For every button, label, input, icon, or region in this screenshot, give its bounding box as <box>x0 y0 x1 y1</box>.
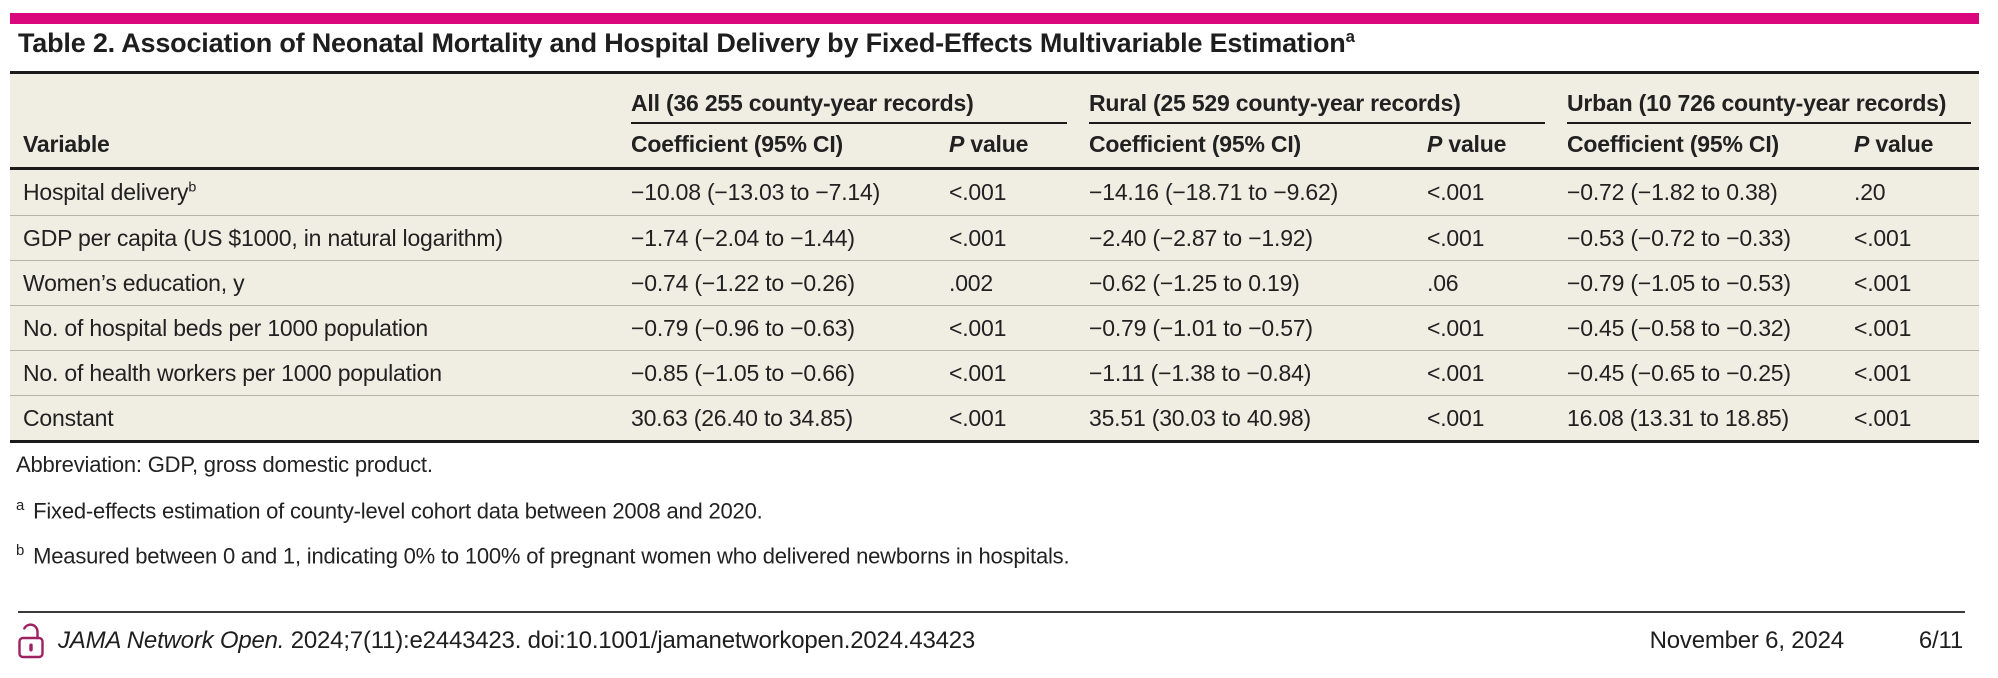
cell-urban-coef: −0.45 (−0.58 to −0.32) <box>1567 314 1791 341</box>
journal-citation: JAMA Network Open. 2024;7(11):e2443423. … <box>58 627 975 655</box>
cell-urban-coef: −0.53 (−0.72 to −0.33) <box>1567 224 1791 251</box>
row-variable: Women’s education, y <box>23 269 245 296</box>
journal-name: JAMA Network Open. <box>58 627 285 654</box>
column-header-variable: Variable <box>23 131 110 157</box>
table-row: No. of health workers per 1000 populatio… <box>10 350 1979 395</box>
column-header-urban-coef: Coefficient (95% CI) <box>1567 131 1779 157</box>
accent-bar <box>10 13 1979 24</box>
cell-all-p: <.001 <box>949 359 1007 386</box>
row-variable: Hospital deliveryb <box>23 179 197 205</box>
group-header-row: All (36 255 county-year records) Rural (… <box>10 74 1979 124</box>
table-title: Table 2. Association of Neonatal Mortali… <box>18 27 1355 58</box>
cell-urban-p: <.001 <box>1854 269 1912 296</box>
cell-urban-p: <.001 <box>1854 359 1912 386</box>
cell-rural-p: .06 <box>1427 269 1459 296</box>
cell-rural-coef: −0.62 (−1.25 to 0.19) <box>1089 269 1300 296</box>
table-row: Hospital deliveryb −10.08 (−13.03 to −7.… <box>10 170 1979 215</box>
cell-all-coef: −0.85 (−1.05 to −0.66) <box>631 359 855 386</box>
page-footer: JAMA Network Open. 2024;7(11):e2443423. … <box>16 620 1965 662</box>
cell-rural-coef: −2.40 (−2.87 to −1.92) <box>1089 224 1313 251</box>
page-number: 6/11 <box>1918 627 1963 654</box>
column-header-rural-coef: Coefficient (95% CI) <box>1089 131 1301 157</box>
cell-urban-p: <.001 <box>1854 314 1912 341</box>
cell-rural-p: <.001 <box>1427 179 1485 205</box>
cell-all-p: <.001 <box>949 314 1007 341</box>
cell-all-coef: −0.74 (−1.22 to −0.26) <box>631 269 855 296</box>
open-access-lock-icon <box>16 621 46 661</box>
cell-urban-p: <.001 <box>1854 404 1912 431</box>
column-header-rural-p: P value <box>1427 131 1507 157</box>
row-variable: No. of health workers per 1000 populatio… <box>23 359 442 386</box>
footnote-a-marker: a <box>16 497 25 514</box>
cell-all-coef: −10.08 (−13.03 to −7.14) <box>631 179 881 205</box>
cell-urban-coef: −0.72 (−1.82 to 0.38) <box>1567 179 1778 205</box>
cell-urban-coef: −0.45 (−0.65 to −0.25) <box>1567 359 1791 386</box>
group-header-urban: Urban (10 726 county-year records) <box>1567 90 1979 124</box>
footer-divider <box>18 611 1965 613</box>
results-table: All (36 255 county-year records) Rural (… <box>10 71 1979 443</box>
row-footnote-marker: b <box>188 179 197 196</box>
cell-urban-p: .20 <box>1854 179 1886 205</box>
cell-rural-coef: 35.51 (30.03 to 40.98) <box>1089 404 1311 431</box>
cell-urban-coef: 16.08 (13.31 to 18.85) <box>1567 404 1789 431</box>
group-header-rural: Rural (25 529 county-year records) <box>1089 90 1567 124</box>
table-row: Women’s education, y −0.74 (−1.22 to −0.… <box>10 260 1979 305</box>
table-row: GDP per capita (US $1000, in natural log… <box>10 215 1979 260</box>
citation-details: 2024;7(11):e2443423. doi:10.1001/jamanet… <box>284 627 976 654</box>
footnote-a: a Fixed-effects estimation of county-leve… <box>16 497 763 524</box>
title-footnote-marker: a <box>1345 27 1355 46</box>
cell-all-coef: −0.79 (−0.96 to −0.63) <box>631 314 855 341</box>
row-variable: Constant <box>23 404 114 431</box>
cell-all-p: <.001 <box>949 404 1007 431</box>
column-header-row: Variable Coefficient (95% CI) P value Co… <box>10 124 1979 170</box>
cell-urban-p: <.001 <box>1854 224 1912 251</box>
cell-rural-p: <.001 <box>1427 404 1485 431</box>
column-header-urban-p: P value <box>1854 131 1934 157</box>
cell-rural-p: <.001 <box>1427 314 1485 341</box>
table-row: No. of hospital beds per 1000 population… <box>10 305 1979 350</box>
cell-rural-coef: −1.11 (−1.38 to −0.84) <box>1089 359 1312 386</box>
row-variable: GDP per capita (US $1000, in natural log… <box>23 224 503 251</box>
table-row: Constant 30.63 (26.40 to 34.85) <.001 35… <box>10 395 1979 440</box>
group-header-all: All (36 255 county-year records) <box>631 90 1089 124</box>
footnote-b: b Measured between 0 and 1, indicating 0%… <box>16 542 1070 569</box>
cell-rural-p: <.001 <box>1427 224 1485 251</box>
cell-all-p: <.001 <box>949 179 1007 205</box>
column-header-all-p: P value <box>949 131 1029 157</box>
publication-date: November 6, 2024 <box>1649 627 1844 654</box>
row-variable: No. of hospital beds per 1000 population <box>23 314 429 341</box>
cell-urban-coef: −0.79 (−1.05 to −0.53) <box>1567 269 1791 296</box>
cell-rural-coef: −0.79 (−1.01 to −0.57) <box>1089 314 1313 341</box>
column-header-all-coef: Coefficient (95% CI) <box>631 131 843 157</box>
abbreviation-note: Abbreviation: GDP, gross domestic produc… <box>16 452 433 477</box>
cell-rural-coef: −14.16 (−18.71 to −9.62) <box>1089 179 1339 205</box>
cell-rural-p: <.001 <box>1427 359 1485 386</box>
cell-all-coef: −1.74 (−2.04 to −1.44) <box>631 224 855 251</box>
cell-all-p: <.001 <box>949 224 1007 251</box>
cell-all-coef: 30.63 (26.40 to 34.85) <box>631 404 853 431</box>
cell-all-p: .002 <box>949 269 993 296</box>
footnote-b-marker: b <box>16 542 25 559</box>
